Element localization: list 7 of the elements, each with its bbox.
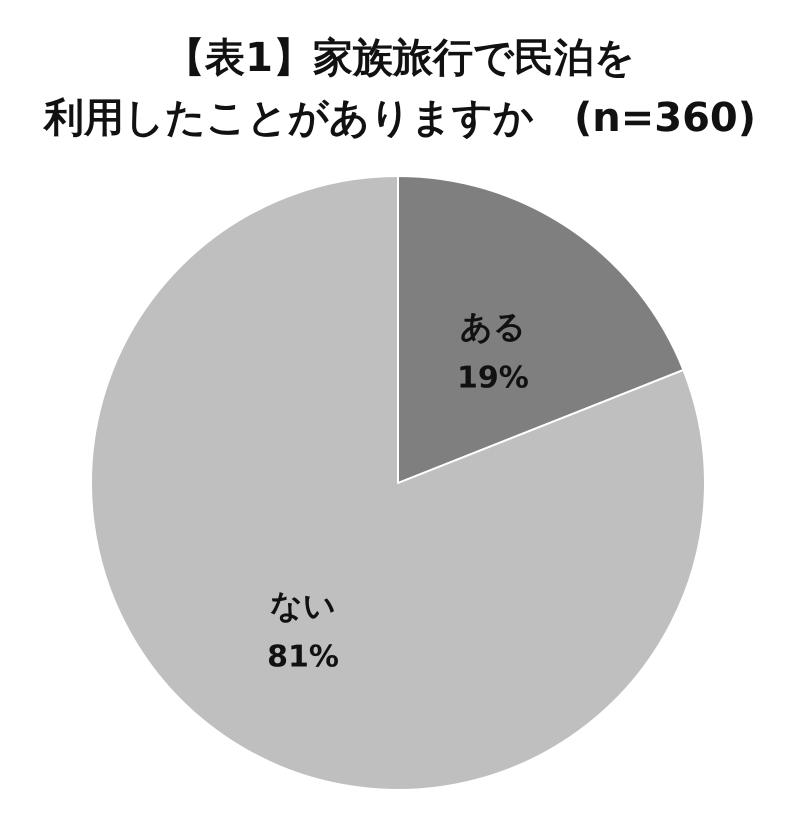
data-label: 19% <box>457 360 529 396</box>
data-label: 81% <box>267 640 339 675</box>
slice-label: ある <box>460 307 526 346</box>
chart-title: 【表1】家族旅行で民泊を <box>164 34 636 83</box>
slice-label: ない <box>270 586 336 625</box>
pie-slice <box>90 175 706 791</box>
chart-subtitle: 利用したことがありますか (n=360) <box>42 94 758 143</box>
